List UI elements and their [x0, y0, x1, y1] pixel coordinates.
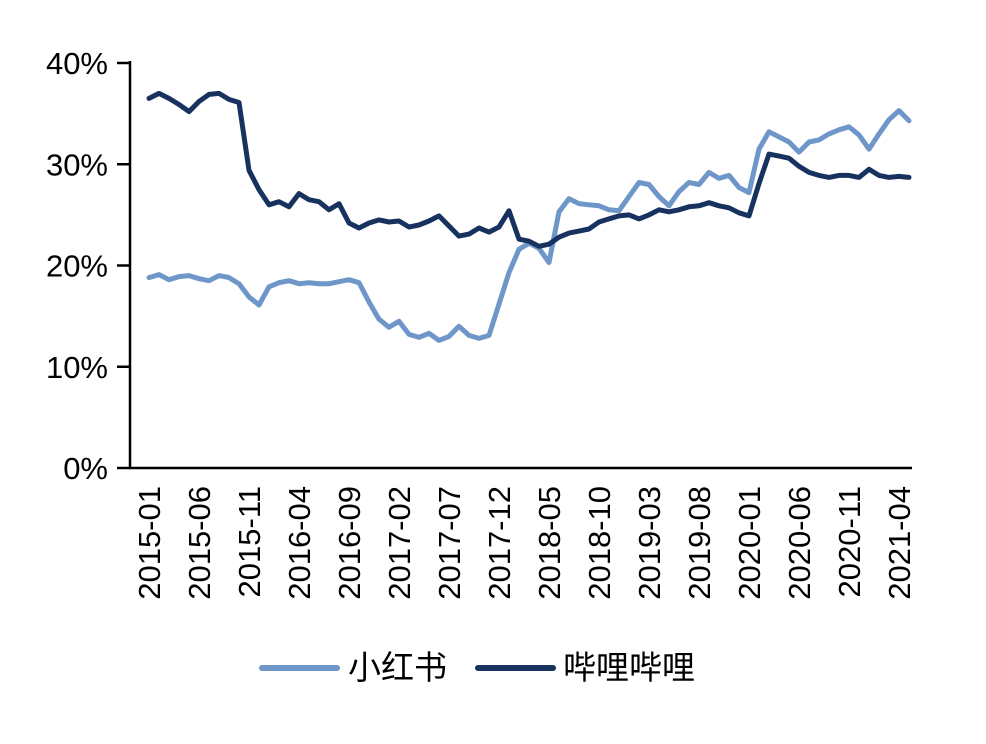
y-tick-label: 30% [46, 147, 108, 182]
x-tick-label: 2020-06 [782, 486, 817, 600]
legend: 小红书 哔哩哔哩 [259, 650, 695, 687]
x-tick-label: 2019-08 [682, 486, 717, 600]
x-tick-label: 2020-01 [732, 486, 767, 600]
x-tick-label: 2018-05 [532, 486, 567, 600]
x-tick-label: 2017-02 [382, 486, 417, 600]
x-tick-label: 2016-09 [332, 486, 367, 600]
series-line-bilibili [146, 90, 912, 249]
x-tick-label: 2015-06 [182, 486, 217, 600]
y-tick-label: 20% [46, 249, 108, 284]
y-axis-labels: 0% 10% 20% 30% 40% [46, 46, 108, 486]
x-tick-label: 2015-01 [132, 486, 167, 600]
x-tick-label: 2016-04 [282, 486, 317, 600]
x-tick-label: 2019-03 [632, 486, 667, 600]
x-tick-label: 2015-11 [232, 486, 267, 597]
axes [117, 61, 912, 470]
legend-label-bilibili: 哔哩哔哩 [563, 651, 695, 687]
legend-label-xiaohongshu: 小红书 [348, 650, 447, 687]
series-line-xiaohongshu [146, 108, 912, 343]
x-tick-label: 2020-11 [832, 486, 867, 597]
series-lines [146, 90, 912, 343]
x-tick-label: 2017-07 [432, 486, 467, 600]
y-tick-label: 40% [46, 46, 108, 81]
y-tick-label: 10% [46, 350, 108, 385]
y-tick-label: 0% [63, 451, 108, 486]
x-tick-label: 2017-12 [482, 486, 517, 600]
x-tick-label: 2021-04 [882, 486, 917, 600]
x-tick-label: 2018-10 [582, 486, 617, 600]
x-axis-labels: 2015-01 2015-06 2015-11 2016-04 2016-09 2017-… [132, 486, 917, 600]
